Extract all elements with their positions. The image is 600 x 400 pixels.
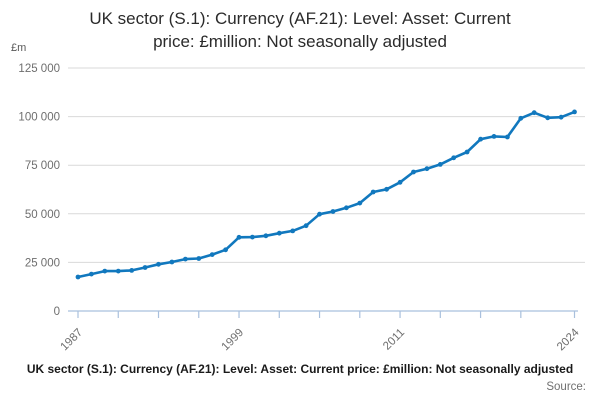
data-point (263, 233, 269, 239)
page-title-line-1: UK sector (S.1): Currency (AF.21): Level… (89, 9, 511, 28)
y-tick-label: 100 000 (18, 112, 60, 124)
data-point (89, 271, 94, 277)
data-point (411, 169, 416, 175)
data-point (437, 162, 443, 167)
data-point (357, 200, 363, 206)
series-line (76, 110, 576, 279)
data-point (505, 134, 510, 140)
data-point (384, 186, 389, 192)
source-label: Source: (546, 381, 586, 393)
data-point (223, 247, 229, 253)
data-point (558, 114, 564, 120)
data-point (142, 265, 148, 270)
data-point (464, 149, 470, 155)
data-point (451, 155, 457, 161)
data-point (236, 234, 242, 240)
data-point (518, 115, 524, 121)
data-point (209, 252, 215, 257)
data-point (317, 211, 322, 217)
data-point (545, 115, 551, 121)
y-tick-label: 0 (54, 306, 60, 318)
data-point (75, 274, 81, 280)
data-point (115, 268, 121, 274)
data-point (183, 256, 188, 262)
line-chart: 0 25 000 50 000 75 000 100 000 125 000 1987 199… (18, 63, 585, 354)
data-point (303, 223, 309, 229)
series-legend: UK sector (S.1): Currency (AF.21): Level… (0, 362, 600, 380)
data-point (129, 268, 135, 273)
data-point (330, 209, 336, 214)
data-point (344, 205, 349, 211)
data-point (250, 234, 255, 240)
y-tick-label: 25 000 (25, 257, 60, 269)
y-tick-label: 75 000 (25, 160, 60, 172)
data-point (169, 259, 175, 265)
data-point (370, 189, 376, 195)
data-point (196, 256, 202, 261)
data-point (531, 110, 537, 116)
data-point (491, 134, 497, 139)
data-point (424, 166, 430, 172)
page-title-line-2: price: £million: Not seasonally adjusted (153, 31, 447, 51)
data-point (572, 109, 577, 115)
x-tick-label: 2011 (381, 327, 407, 353)
data-point (156, 261, 161, 267)
y-axis-unit-label: £m (11, 42, 27, 54)
y-tick-label: 125 000 (18, 63, 60, 75)
x-tick-label: 1987 (59, 327, 86, 354)
series-legend-text: UK sector (S.1): Currency (AF.21): Level… (26, 362, 574, 376)
y-tick-label: 50 000 (25, 209, 60, 221)
page-title: UK sector (S.1): Currency (AF.21): Level… (0, 8, 600, 54)
x-tick-label: 2024 (555, 326, 582, 353)
data-point (290, 228, 296, 234)
data-point (397, 179, 403, 185)
data-point (276, 230, 282, 236)
data-point (102, 268, 108, 274)
data-point (478, 136, 483, 142)
x-tick-label: 1999 (220, 327, 247, 354)
